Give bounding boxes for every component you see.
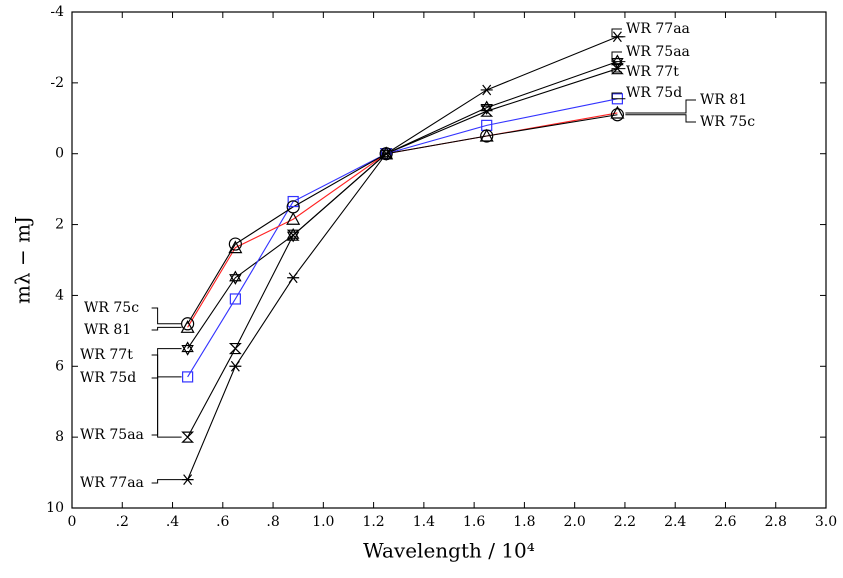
label-leader bbox=[151, 348, 182, 436]
marker bbox=[286, 200, 300, 214]
x-tick-label: 1.0 bbox=[312, 514, 334, 530]
marker bbox=[287, 272, 300, 284]
marker bbox=[228, 342, 242, 355]
x-tick-label: .8 bbox=[266, 514, 279, 530]
marker bbox=[286, 229, 300, 241]
label-leader bbox=[151, 354, 182, 438]
marker bbox=[379, 146, 394, 160]
label-leader bbox=[151, 326, 182, 331]
x-tick-label: 1.6 bbox=[463, 514, 485, 530]
y-tick-label: -2 bbox=[50, 75, 64, 91]
series-label: WR 75aa bbox=[80, 427, 144, 443]
marker bbox=[228, 240, 243, 254]
label-leader bbox=[611, 51, 626, 63]
y-tick-label: 10 bbox=[46, 500, 64, 516]
label-leader bbox=[611, 92, 626, 100]
label-leader bbox=[625, 99, 696, 114]
marker bbox=[610, 63, 624, 75]
label-leader bbox=[151, 479, 182, 484]
x-tick-label: 2.6 bbox=[714, 514, 736, 530]
series-label: WR 75d bbox=[626, 85, 682, 101]
marker bbox=[610, 108, 624, 122]
series-label: WR 77aa bbox=[80, 475, 144, 491]
marker bbox=[229, 270, 242, 285]
label-leader bbox=[611, 68, 626, 73]
x-tick-label: 1.8 bbox=[513, 514, 535, 530]
marker bbox=[181, 474, 194, 486]
series-label: WR 77t bbox=[626, 64, 679, 80]
marker bbox=[286, 212, 301, 225]
series-label: WR 81 bbox=[84, 322, 131, 338]
x-tick-label: 0 bbox=[68, 514, 77, 530]
y-tick-label: 8 bbox=[55, 429, 64, 445]
marker bbox=[379, 147, 393, 161]
marker bbox=[480, 84, 493, 96]
series-line bbox=[187, 112, 618, 328]
y-tick-label: -4 bbox=[50, 4, 64, 20]
marker bbox=[228, 237, 242, 251]
x-tick-label: .2 bbox=[116, 514, 129, 530]
series-label: WR 75c bbox=[84, 300, 139, 316]
marker bbox=[229, 360, 242, 372]
x-tick-label: .6 bbox=[216, 514, 229, 530]
x-tick-label: 1.4 bbox=[413, 514, 435, 530]
x-tick-label: 2.0 bbox=[564, 514, 586, 530]
x-tick-label: .4 bbox=[166, 514, 179, 530]
y-axis-label: mλ − mJ bbox=[11, 216, 35, 304]
series-line bbox=[187, 114, 618, 325]
series-line bbox=[187, 61, 618, 349]
x-tick-label: 2.2 bbox=[614, 514, 636, 530]
label-leader bbox=[625, 114, 696, 123]
marker bbox=[480, 105, 494, 117]
x-tick-label: 1.2 bbox=[362, 514, 384, 530]
y-tick-label: 2 bbox=[55, 217, 64, 233]
x-tick-label: 2.8 bbox=[765, 514, 787, 530]
marker bbox=[480, 129, 494, 143]
series-label: WR 81 bbox=[700, 92, 747, 108]
marker bbox=[286, 228, 300, 243]
marker bbox=[479, 128, 494, 142]
series-line bbox=[187, 36, 618, 480]
marker bbox=[287, 195, 299, 208]
label-leader bbox=[611, 28, 626, 38]
marker bbox=[181, 341, 194, 356]
marker bbox=[181, 431, 195, 443]
y-tick-label: 4 bbox=[55, 287, 64, 303]
label-leader bbox=[151, 307, 182, 325]
y-tick-label: 0 bbox=[55, 146, 64, 162]
label-leader bbox=[151, 376, 182, 379]
series-label: WR 75c bbox=[700, 114, 755, 130]
marker bbox=[610, 105, 625, 119]
x-tick-label: 2.4 bbox=[664, 514, 686, 530]
series-label: WR 75aa bbox=[626, 44, 690, 60]
series-line bbox=[187, 68, 618, 438]
plot-frame bbox=[71, 11, 827, 509]
marker bbox=[180, 320, 195, 333]
series-line bbox=[187, 98, 618, 378]
marker bbox=[182, 371, 194, 383]
x-axis-label: Wavelength / 10⁴ bbox=[363, 539, 535, 563]
marker bbox=[229, 293, 241, 305]
series-label: WR 77aa bbox=[626, 21, 690, 37]
x-tick-label: 3.0 bbox=[815, 514, 837, 530]
series-label: WR 75d bbox=[80, 370, 136, 386]
series-label: WR 77t bbox=[80, 347, 133, 363]
y-tick-label: 6 bbox=[55, 358, 64, 374]
